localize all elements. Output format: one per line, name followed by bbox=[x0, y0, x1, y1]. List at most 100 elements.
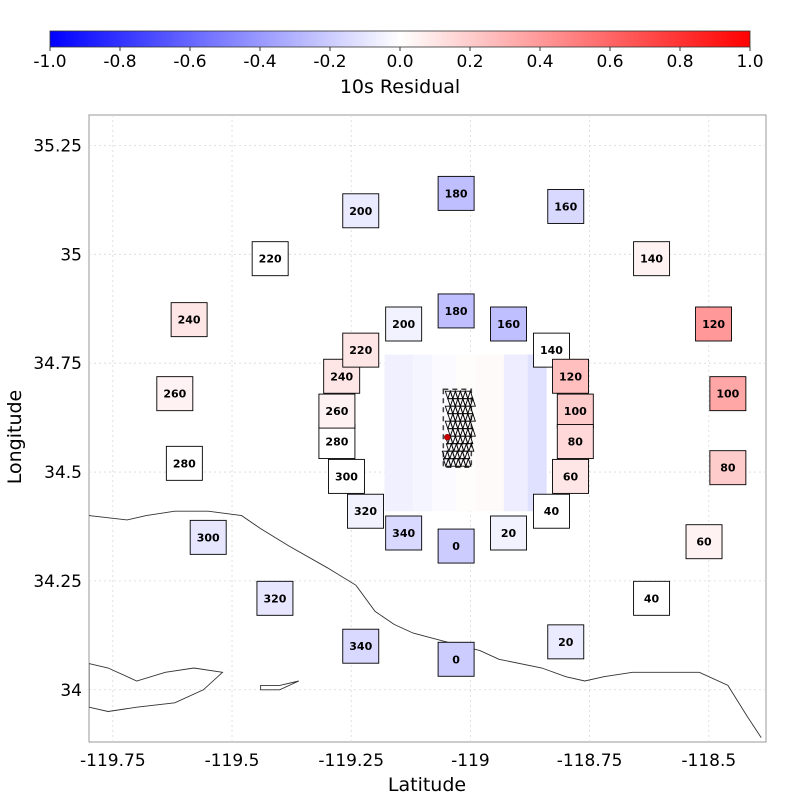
station-label: 140 bbox=[540, 344, 563, 357]
y-tick-label: 34.25 bbox=[33, 572, 82, 592]
station-box bbox=[695, 306, 733, 342]
station-box bbox=[685, 524, 723, 560]
station-marker: 340 bbox=[342, 628, 380, 664]
colorbar-tick-label: -0.6 bbox=[173, 52, 206, 72]
fault-triangle bbox=[467, 397, 476, 408]
station-label: 60 bbox=[696, 536, 712, 549]
station-marker: 180 bbox=[437, 293, 475, 329]
station-label: 320 bbox=[354, 505, 377, 518]
station-label: 240 bbox=[178, 314, 201, 327]
coastline-path bbox=[89, 510, 762, 738]
station-label: 200 bbox=[349, 205, 372, 218]
station-label: 220 bbox=[259, 253, 282, 266]
station-label: 0 bbox=[452, 653, 460, 666]
fault-triangle bbox=[462, 457, 472, 468]
y-tick-label: 35.25 bbox=[33, 136, 82, 156]
station-marker: 60 bbox=[685, 524, 723, 560]
fault-triangle bbox=[467, 427, 476, 438]
station-label: 20 bbox=[501, 527, 517, 540]
grid-cell bbox=[432, 354, 457, 512]
station-label: 340 bbox=[349, 640, 372, 653]
station-label: 40 bbox=[544, 505, 560, 518]
station-marker: 200 bbox=[385, 306, 423, 342]
station-marker: 0 bbox=[437, 528, 475, 564]
y-axis-label: Longitude bbox=[4, 390, 26, 485]
station-marker: 280 bbox=[165, 445, 203, 481]
grid-cell bbox=[384, 354, 414, 512]
colorbar-tick-label: -1.0 bbox=[33, 52, 66, 72]
colorbar-tick-label: 1.0 bbox=[736, 52, 763, 72]
station-marker: 20 bbox=[547, 624, 585, 660]
station-label: 160 bbox=[497, 318, 520, 331]
colorbar-tick-label: 0.6 bbox=[596, 52, 623, 72]
station-box bbox=[256, 580, 294, 616]
station-box bbox=[170, 302, 208, 338]
station-box bbox=[556, 393, 594, 429]
station-marker: 20 bbox=[490, 515, 527, 551]
station-label: 300 bbox=[335, 470, 358, 483]
colorbar-tick-label: 0.2 bbox=[456, 52, 483, 72]
station-box bbox=[437, 528, 475, 564]
station-box bbox=[533, 493, 570, 529]
station-box bbox=[342, 628, 380, 664]
grid-cell bbox=[527, 354, 547, 512]
station-box bbox=[547, 624, 585, 660]
station-marker: 220 bbox=[251, 241, 289, 277]
station-box bbox=[385, 306, 423, 342]
station-label: 140 bbox=[640, 253, 663, 266]
colorbar-label: 10s Residual bbox=[340, 76, 460, 98]
x-tick-label: -119.5 bbox=[205, 751, 260, 771]
station-marker: 100 bbox=[556, 393, 594, 429]
station-label: 80 bbox=[720, 462, 736, 475]
x-axis-label: Latitude bbox=[388, 774, 466, 796]
station-label: 260 bbox=[325, 405, 348, 418]
station-box bbox=[437, 293, 475, 329]
station-marker: 280 bbox=[318, 424, 356, 460]
y-tick-label: 35 bbox=[60, 245, 82, 265]
station-box bbox=[633, 241, 671, 277]
station-label: 120 bbox=[559, 370, 582, 383]
fault-mesh bbox=[441, 388, 476, 468]
grid-cell bbox=[503, 354, 528, 512]
station-box bbox=[156, 376, 194, 412]
station-marker: 180 bbox=[437, 175, 475, 211]
station-marker: 80 bbox=[556, 424, 594, 460]
station-marker: 80 bbox=[709, 450, 747, 486]
coastline bbox=[89, 510, 762, 738]
station-marker: 320 bbox=[347, 493, 384, 529]
colorbar-ticks: -1.0 -0.8 -0.6 -0.4 -0.2 0.0 0.2 0.4 0.6 0.8 1.0 bbox=[33, 47, 764, 72]
station-box bbox=[437, 641, 475, 677]
station-label: 300 bbox=[197, 531, 220, 544]
station-label: 220 bbox=[349, 344, 372, 357]
x-tick-label: -119.75 bbox=[80, 751, 146, 771]
station-box bbox=[251, 241, 289, 277]
island-east-path bbox=[260, 680, 299, 691]
station-box bbox=[189, 519, 227, 555]
station-label: 180 bbox=[445, 305, 468, 318]
station-box bbox=[547, 188, 585, 224]
colorbar-tick-label: 0.4 bbox=[526, 52, 553, 72]
station-marker: 220 bbox=[342, 332, 380, 368]
station-label: 340 bbox=[392, 527, 415, 540]
y-axis-ticks: 34 34.25 34.5 34.75 35 35.25 bbox=[33, 136, 82, 700]
fault-triangle bbox=[465, 442, 475, 453]
y-tick-label: 34.75 bbox=[33, 354, 82, 374]
station-box bbox=[552, 358, 589, 394]
station-box bbox=[556, 424, 594, 460]
station-marker: 160 bbox=[490, 306, 527, 342]
grid-cell bbox=[475, 354, 504, 512]
x-tick-label: -118.5 bbox=[681, 751, 736, 771]
colorbar-tick-label: 0.8 bbox=[666, 52, 693, 72]
station-marker: 120 bbox=[552, 358, 589, 394]
colorbar-tick-label: -0.4 bbox=[243, 52, 276, 72]
station-label: 260 bbox=[163, 388, 186, 401]
x-axis-ticks: -119.75 -119.5 -119.25 -119 -118.75 -118.5 bbox=[80, 751, 736, 771]
station-marker: 100 bbox=[709, 376, 747, 412]
station-marker: 40 bbox=[533, 493, 570, 529]
station-box bbox=[385, 515, 423, 551]
station-label: 120 bbox=[702, 318, 725, 331]
station-label: 20 bbox=[558, 636, 574, 649]
stations: 1801601401201008060402003403203002802602… bbox=[156, 175, 747, 677]
island-west-path bbox=[89, 663, 224, 712]
